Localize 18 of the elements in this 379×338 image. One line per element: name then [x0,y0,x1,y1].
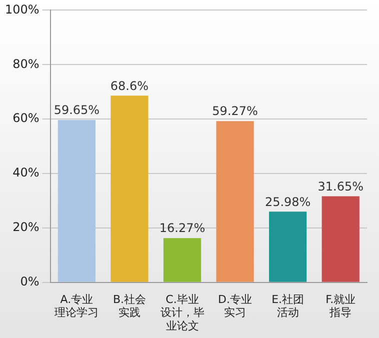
y-tick-label: 60% [12,111,40,126]
x-tick-label: C.毕业设计，毕业论文 [160,292,204,332]
y-tick-label: 100% [4,2,40,16]
y-tick-label: 20% [12,220,40,234]
y-tick-label: 0% [20,274,40,289]
y-tick-label: 80% [12,56,40,71]
x-tick-label: B.社会实践 [112,292,146,320]
data-label: 59.65% [54,103,100,118]
data-label: 68.6% [110,78,149,93]
x-tick-label: A.专业理论学习 [54,292,99,320]
x-tick-label: E.社团活动 [272,292,304,320]
data-label: 59.27% [212,104,258,118]
data-label: 25.98% [264,194,311,209]
x-tick-label: D.专业实习 [218,292,252,320]
data-label: 16.27% [159,221,206,236]
y-tick-label: 40% [12,166,40,180]
data-label: 31.65% [318,179,364,194]
x-tick-label: F.就业指导 [326,292,356,320]
